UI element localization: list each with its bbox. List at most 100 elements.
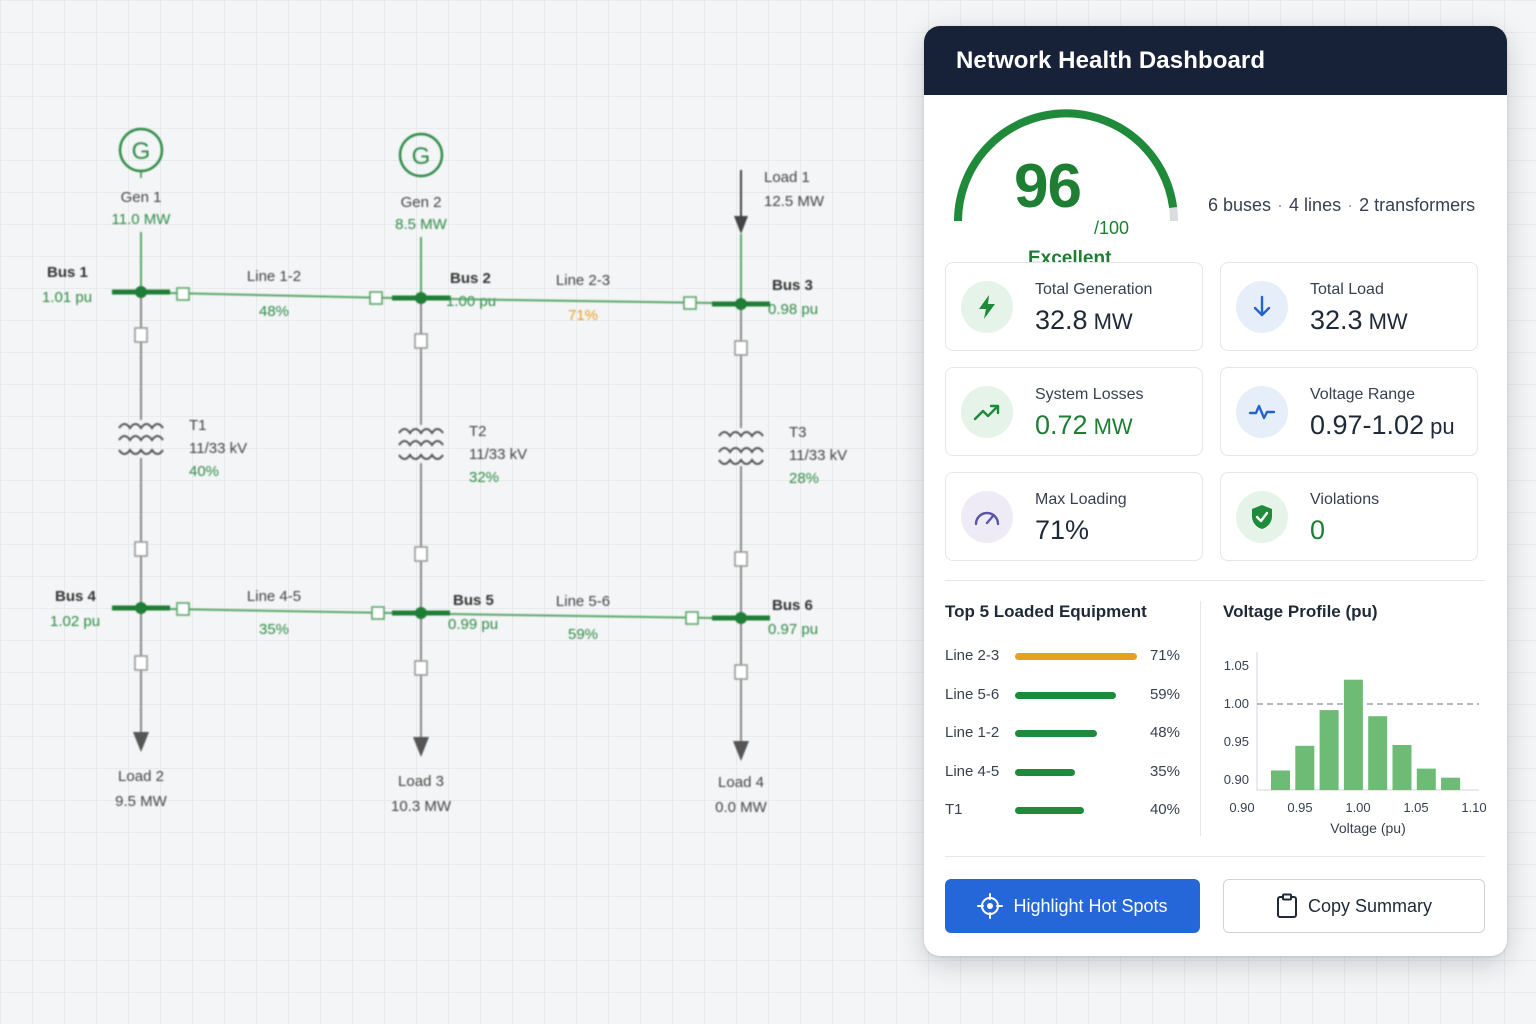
shield-check-icon bbox=[1236, 491, 1288, 543]
bus-1[interactable]: Bus 1 1.01 pu bbox=[42, 264, 170, 306]
voltage-profile-title: Voltage Profile (pu) bbox=[1223, 602, 1378, 621]
line-2-3[interactable]: Line 2-3 71% bbox=[449, 272, 713, 324]
x-tick-label: 1.05 bbox=[1403, 800, 1428, 815]
kpi-label: Violations bbox=[1310, 491, 1380, 508]
speedometer-icon bbox=[961, 491, 1013, 543]
load-3-mw: 10.3 MW bbox=[391, 798, 452, 815]
line-5-6-name: Line 5-6 bbox=[556, 593, 610, 610]
kpi-label: Total Load bbox=[1310, 281, 1384, 298]
health-score-value: 96 bbox=[1014, 152, 1082, 221]
gen-1-name: Gen 1 bbox=[121, 189, 162, 206]
loaded-equipment-row[interactable]: Line 1-2 48% bbox=[945, 721, 1180, 745]
x-axis-label: Voltage (pu) bbox=[1330, 820, 1406, 836]
kpi-unit: MW bbox=[1093, 414, 1133, 439]
summary-separator: · bbox=[1277, 195, 1284, 215]
x-tick-label: 1.10 bbox=[1461, 800, 1486, 815]
voltage-bar bbox=[1343, 679, 1363, 790]
voltage-bar bbox=[1319, 710, 1339, 790]
bus-4[interactable]: Bus 4 1.02 pu bbox=[50, 588, 170, 630]
loading-percent: 71% bbox=[1149, 647, 1180, 664]
equipment-name: T1 bbox=[945, 801, 963, 818]
bus-3[interactable]: Bus 3 0.98 pu bbox=[712, 277, 818, 318]
t3-rating: 11/33 kV bbox=[789, 447, 847, 464]
load-2-name: Load 2 bbox=[118, 768, 164, 785]
trend-up-icon bbox=[961, 386, 1013, 438]
loading-percent: 48% bbox=[1149, 724, 1180, 741]
network-health-dashboard: Network Health Dashboard 96 /100 Excelle… bbox=[924, 26, 1507, 956]
dashboard-title: Network Health Dashboard bbox=[924, 26, 1507, 95]
equipment-name: Line 4-5 bbox=[945, 762, 1000, 780]
load-2[interactable]: Load 2 9.5 MW bbox=[115, 614, 168, 810]
bus-5[interactable]: Bus 5 0.99 pu bbox=[392, 592, 498, 633]
load-3-name: Load 3 bbox=[398, 773, 444, 790]
line-5-6[interactable]: Line 5-6 59% bbox=[449, 593, 713, 643]
bus-6[interactable]: Bus 6 0.97 pu bbox=[712, 597, 818, 638]
line-4-5[interactable]: Line 4-5 35% bbox=[169, 588, 393, 638]
bus-2-name: Bus 2 bbox=[450, 270, 491, 287]
kpi-unit: pu bbox=[1430, 414, 1455, 439]
pulse-icon bbox=[1236, 386, 1288, 438]
transformer-t1[interactable]: T1 11/33 kV 40% bbox=[118, 298, 247, 602]
transformer-t3[interactable]: T3 11/33 kV 28% bbox=[718, 310, 847, 612]
voltage-bar bbox=[1271, 770, 1290, 790]
line-1-2[interactable]: Line 1-2 48% bbox=[169, 268, 393, 320]
load-3[interactable]: Load 3 10.3 MW bbox=[391, 619, 452, 815]
t3-name: T3 bbox=[789, 424, 807, 441]
section-divider bbox=[945, 580, 1485, 581]
bus-3-name: Bus 3 bbox=[772, 277, 813, 294]
kpi-label: Total Generation bbox=[1035, 281, 1153, 298]
kpi-value: 32.3 MW bbox=[1310, 305, 1408, 336]
generator-gen-1[interactable]: G Gen 1 11.0 MW bbox=[112, 127, 172, 228]
kpi-value: 32.8 MW bbox=[1035, 305, 1133, 336]
loading-bar bbox=[1015, 730, 1097, 737]
t1-rating: 11/33 kV bbox=[189, 440, 247, 457]
kpi-total-load[interactable]: Total Load 32.3 MW bbox=[1220, 262, 1478, 351]
summary-separator: · bbox=[1347, 195, 1354, 215]
loading-bar bbox=[1015, 691, 1116, 699]
transformer-t2[interactable]: T2 11/33 kV 32% bbox=[398, 304, 527, 607]
summary-lines: 4 lines bbox=[1289, 195, 1342, 215]
kpi-violations[interactable]: Violations 0 bbox=[1220, 472, 1478, 561]
kpi-label: System Losses bbox=[1035, 386, 1144, 403]
gen-1-mw: 11.0 MW bbox=[112, 211, 172, 228]
kpi-value: 0.97-1.02 pu bbox=[1310, 410, 1455, 441]
kpi-system-losses[interactable]: System Losses 0.72 MW bbox=[945, 367, 1203, 456]
loaded-equipment-row[interactable]: Line 2-3 71% bbox=[945, 644, 1180, 668]
highlight-hot-spots-button[interactable]: Highlight Hot Spots bbox=[945, 879, 1200, 933]
loading-bar bbox=[1015, 653, 1137, 660]
load-1-mw: 12.5 MW bbox=[764, 193, 825, 210]
kpi-max-loading[interactable]: Max Loading 71% bbox=[945, 472, 1203, 561]
loaded-equipment-row[interactable]: T1 40% bbox=[945, 798, 1180, 822]
t2-rating: 11/33 kV bbox=[469, 446, 527, 463]
load-2-mw: 9.5 MW bbox=[115, 793, 168, 810]
bus-2[interactable]: Bus 2 1.00 pu bbox=[392, 270, 496, 310]
kpi-number: 0.72 bbox=[1035, 410, 1088, 440]
loaded-equipment-row[interactable]: Line 5-6 59% bbox=[945, 683, 1180, 707]
line-1-2-loading: 48% bbox=[259, 303, 289, 320]
kpi-number: 0.97-1.02 bbox=[1310, 410, 1425, 440]
kpi-voltage-range[interactable]: Voltage Range 0.97-1.02 pu bbox=[1220, 367, 1478, 456]
crosshair-icon bbox=[977, 893, 1004, 919]
kpi-unit: MW bbox=[1368, 309, 1408, 334]
health-score-section: 96 /100 Excellent 6 buses · 4 lines · 2 tran… bbox=[924, 95, 1507, 275]
bus-5-pu: 0.99 pu bbox=[448, 616, 498, 633]
voltage-bar bbox=[1416, 768, 1436, 790]
gen-2-name: Gen 2 bbox=[401, 194, 442, 211]
clipboard-icon bbox=[1276, 893, 1297, 918]
y-tick-label: 1.00 bbox=[1224, 696, 1249, 711]
load-1[interactable]: Load 1 12.5 MW bbox=[734, 169, 825, 234]
loaded-equipment-row[interactable]: Line 4-5 35% bbox=[945, 760, 1180, 784]
kpi-total-generation[interactable]: Total Generation 32.8 MW bbox=[945, 262, 1203, 351]
x-tick-label: 1.00 bbox=[1345, 800, 1370, 815]
generator-gen-2[interactable]: G Gen 2 8.5 MW bbox=[395, 132, 448, 233]
y-tick-label: 0.95 bbox=[1224, 734, 1249, 749]
kpi-value: 71% bbox=[1035, 515, 1095, 546]
load-4[interactable]: Load 4 0.0 MW bbox=[715, 624, 768, 816]
equipment-name: Line 1-2 bbox=[945, 724, 1000, 741]
health-score-gauge bbox=[954, 109, 1178, 222]
t3-loading: 28% bbox=[789, 470, 819, 487]
highlight-button-label: Highlight Hot Spots bbox=[1013, 895, 1168, 916]
copy-summary-button[interactable]: Copy Summary bbox=[1223, 879, 1485, 933]
line-4-5-loading: 35% bbox=[259, 621, 289, 638]
bus-6-pu: 0.97 pu bbox=[768, 621, 818, 638]
